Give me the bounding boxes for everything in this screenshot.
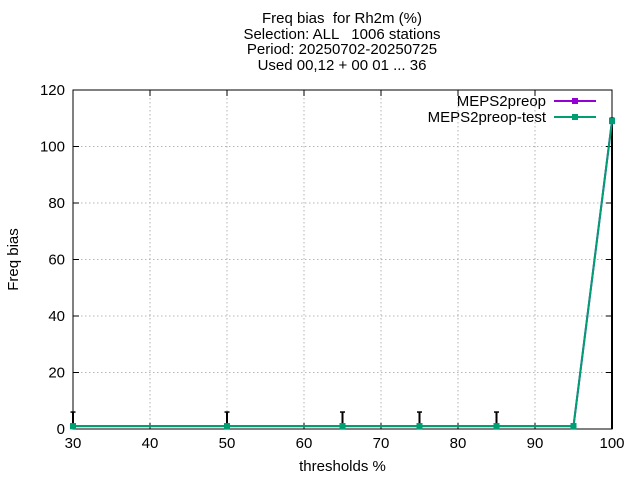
legend-label-2: MEPS2preop-test	[428, 109, 547, 126]
chart-title: Freq bias for Rh2m (%)	[261, 10, 423, 27]
y-tick-label: 40	[48, 308, 65, 325]
x-tick-label: 90	[527, 435, 544, 452]
legend-marker-2	[572, 114, 578, 120]
legend-marker-1	[572, 98, 578, 104]
series-point-2	[570, 423, 577, 430]
chart-subtitle-selection: Selection: ALL 1006 stations	[243, 25, 441, 43]
series-point-2	[70, 423, 76, 430]
chart-title-block: Freq bias for Rh2m (%) Selection: ALL 10…	[0, 11, 640, 73]
y-tick-label: 0	[57, 421, 65, 438]
series-line-1	[73, 120, 613, 428]
series-layer	[70, 118, 615, 430]
legend-label-1: MEPS2preop	[457, 93, 546, 110]
series-line-2	[73, 120, 613, 428]
chart-subtitle-used: Used 00,12 + 00 01 ... 36	[257, 56, 427, 74]
y-axis-label: Freq bias	[5, 228, 22, 291]
series-point-2	[609, 118, 615, 125]
series-point-2	[224, 423, 230, 430]
series-point-2	[339, 423, 346, 430]
x-tick-label: 40	[142, 435, 159, 452]
series-point-2	[416, 423, 423, 430]
x-tick-label: 30	[65, 435, 82, 452]
axis-ticks: 30 40 50 60 70 80 90 100 0 20 40 60 80 100 120	[40, 82, 625, 452]
series-point-2	[493, 423, 500, 430]
error-bars	[70, 117, 615, 429]
y-tick-label: 60	[48, 252, 65, 269]
chart-subtitle-period: Period: 20250702-20250725	[246, 41, 438, 58]
x-tick-label: 60	[296, 435, 313, 452]
x-tick-label: 100	[599, 435, 624, 452]
y-tick-label: 120	[40, 82, 65, 99]
x-tick-label: 80	[450, 435, 467, 452]
x-tick-label: 50	[219, 435, 236, 452]
x-axis-label: thresholds %	[299, 458, 386, 475]
y-tick-label: 80	[48, 195, 65, 212]
grid-lines	[73, 90, 612, 429]
x-tick-label: 70	[373, 435, 390, 452]
y-tick-label: 100	[40, 139, 65, 156]
y-tick-label: 20	[48, 365, 65, 382]
